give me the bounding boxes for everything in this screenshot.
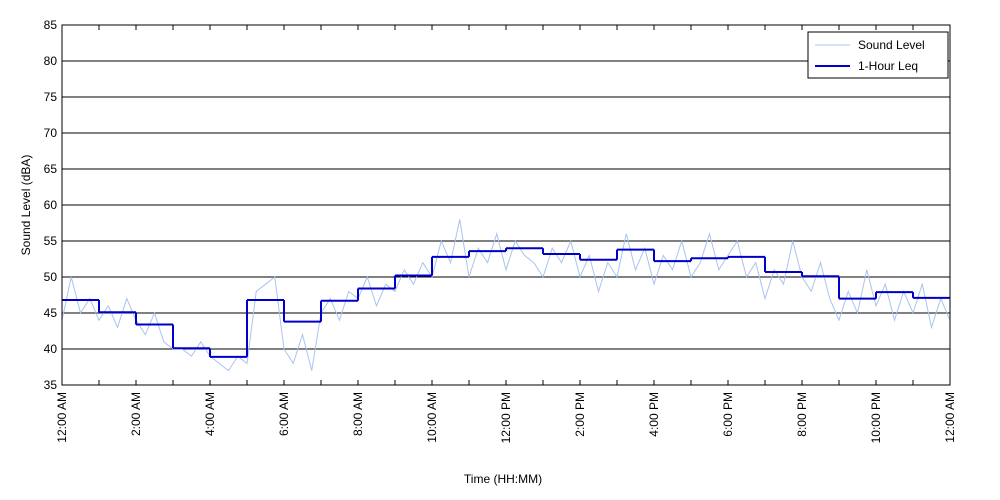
legend: Sound Level 1-Hour Leq (807, 31, 949, 79)
x-tick-label: 6:00 PM (721, 392, 735, 437)
x-tick-label: 4:00 PM (647, 392, 661, 437)
x-tick-label: 2:00 PM (573, 392, 587, 437)
y-tick-label: 60 (44, 198, 58, 212)
x-tick-label: 10:00 AM (425, 392, 439, 443)
x-tick-label: 12:00 AM (943, 392, 957, 443)
legend-box (807, 31, 949, 79)
x-tick-label: 12:00 AM (55, 392, 69, 443)
x-tick-label: 2:00 AM (129, 392, 143, 436)
plot-frame (61, 24, 951, 386)
y-tick-label: 50 (44, 270, 58, 284)
y-tick-label: 55 (44, 234, 58, 248)
y-axis-label: Sound Level (dBA) (19, 155, 33, 256)
x-axis-label: Time (HH:MM) (464, 472, 542, 486)
y-tick-label: 75 (44, 90, 58, 104)
x-tick-label: 6:00 AM (277, 392, 291, 436)
legend-label: Sound Level (858, 38, 925, 52)
y-tick-label: 65 (44, 162, 58, 176)
y-tick-label: 35 (44, 378, 58, 392)
x-tick-label: 8:00 AM (351, 392, 365, 436)
y-tick-label: 40 (44, 342, 58, 356)
x-tick-label: 12:00 PM (499, 392, 513, 443)
x-tick-label: 10:00 PM (869, 392, 883, 443)
y-tick-label: 85 (44, 18, 58, 32)
legend-label: 1-Hour Leq (858, 59, 918, 73)
x-tick-label: 8:00 PM (795, 392, 809, 437)
x-tick-label: 4:00 AM (203, 392, 217, 436)
y-tick-label: 80 (44, 54, 58, 68)
y-tick-label: 70 (44, 126, 58, 140)
y-tick-label: 45 (44, 306, 58, 320)
